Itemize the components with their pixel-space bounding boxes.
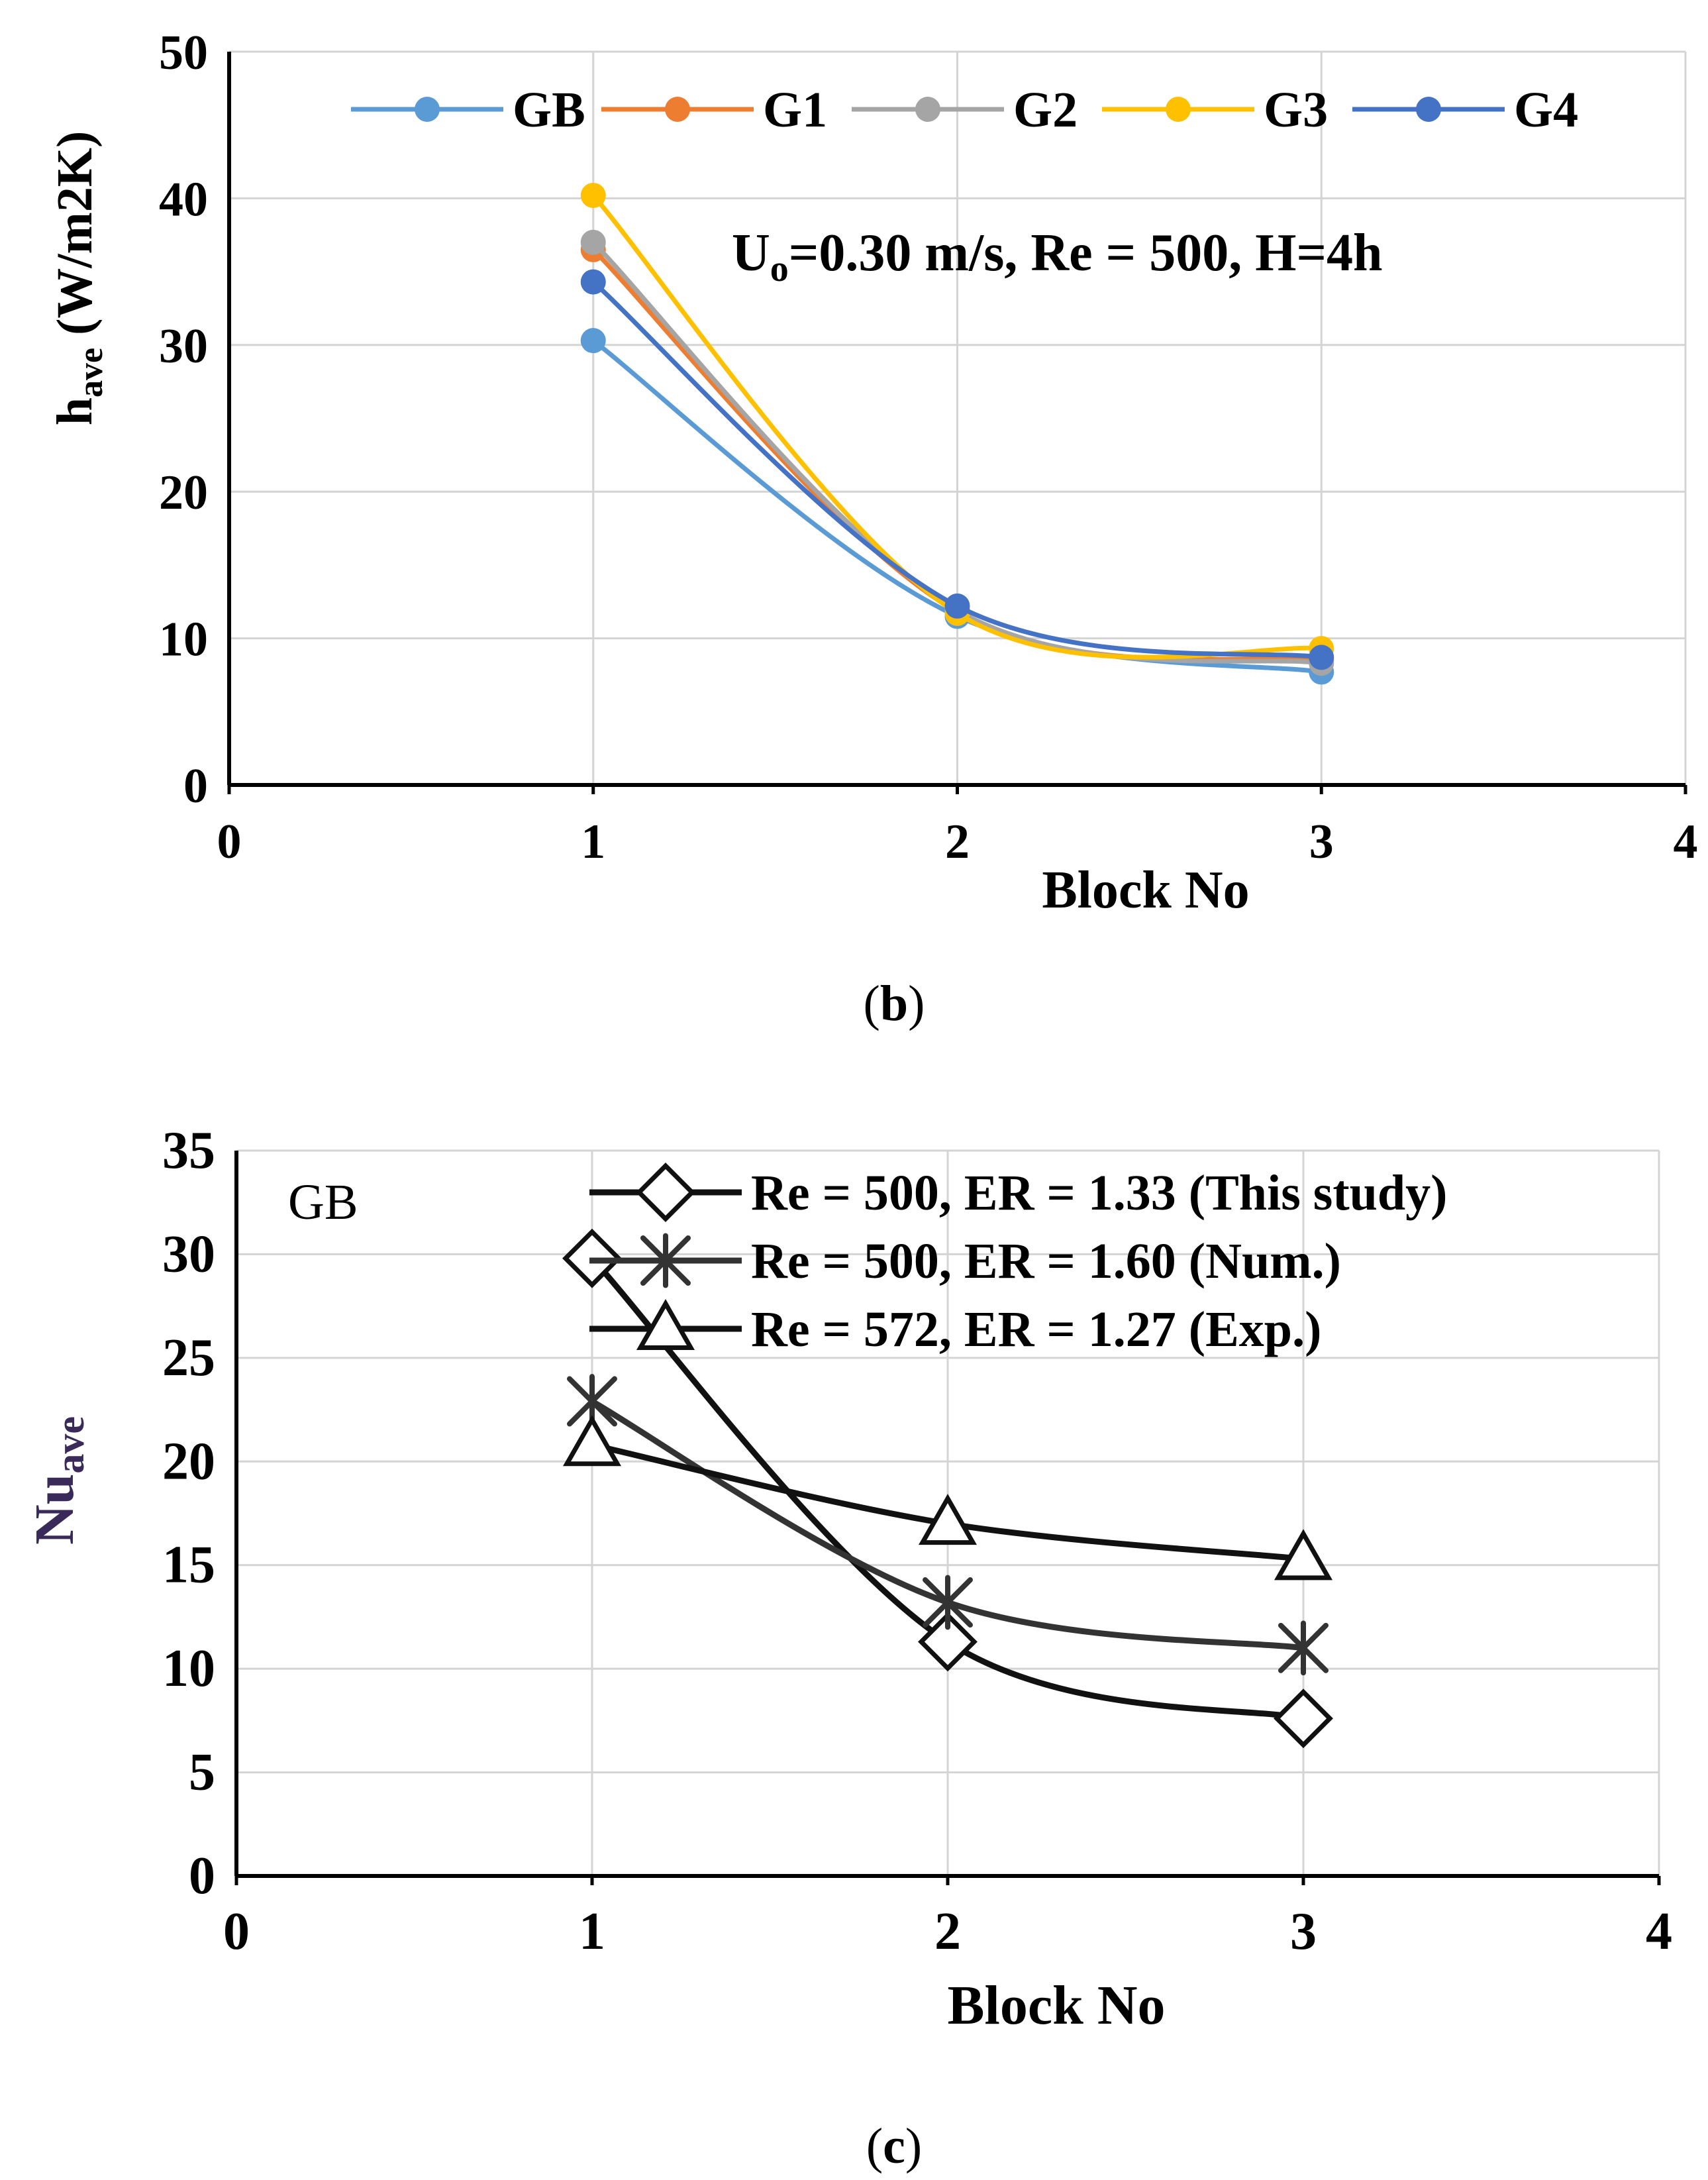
chart-c-point-re-572-er-1-27-exp-3 xyxy=(1274,1529,1333,1581)
chart-c-panel-label: (c) xyxy=(866,2118,922,2174)
chart-b-xtick-label-4: 4 xyxy=(1674,815,1698,869)
chart-b-legend-label-g4: G4 xyxy=(1514,82,1578,138)
chart-c-xlabel: Block No xyxy=(947,1975,1165,2036)
chart-b-legend: GB G1 G2 G3 G4 xyxy=(351,82,1578,138)
chart-b-tick-labels: 0 10 20 30 40 50 0 1 2 3 4 xyxy=(159,26,1698,869)
chart-b-legend-label-g1: G1 xyxy=(763,82,827,138)
chart-c-ytick-label-3: 15 xyxy=(162,1536,215,1594)
chart-c-ytick-label-1: 5 xyxy=(189,1743,215,1802)
chart-b-series-g4 xyxy=(580,269,1334,670)
chart-c-legend-item-re-572-er-1-27-exp: Re = 572, ER = 1.27 (Exp.) xyxy=(589,1298,1321,1357)
chart-b-point-g4-3 xyxy=(1309,645,1334,670)
chart-c-xtick-label-2: 2 xyxy=(934,1902,961,1961)
chart-c-legend-marker-re-500-er-1-60-num xyxy=(640,1233,691,1288)
chart-c-line-re-500-er-1-33-this-study xyxy=(589,1256,1304,1722)
chart-b-legend-item-g4: G4 xyxy=(1352,82,1578,138)
chart-b-gridlines xyxy=(227,50,1687,794)
chart-c-ytick-label-2: 10 xyxy=(162,1639,215,1698)
chart-c-point-re-500-er-1-33-this-study-2 xyxy=(918,1612,978,1672)
chart-c-series-re-500-er-1-33-this-study xyxy=(562,1228,1333,1749)
chart-b-axes xyxy=(227,52,1685,787)
chart-c-legend-label-re-500-er-1-33-this-study: Re = 500, ER = 1.33 (This study) xyxy=(751,1165,1448,1221)
chart-c-legend-item-re-500-er-1-60-num: Re = 500, ER = 1.60 (Num.) xyxy=(589,1233,1341,1289)
chart-c-legend-label-re-500-er-1-60-num: Re = 500, ER = 1.60 (Num.) xyxy=(751,1233,1341,1289)
chart-b-panel-label: (b) xyxy=(864,976,925,1031)
chart-b-legend-marker-g4 xyxy=(1416,97,1441,122)
chart-c: 0 5 10 15 20 25 30 35 0 1 2 3 4 Re = 500, ER = 1.33 … xyxy=(24,1121,1672,2174)
chart-c-xtick-label-1: 1 xyxy=(579,1902,605,1961)
chart-c-legend-marker-re-500-er-1-33-this-study xyxy=(636,1163,695,1222)
chart-b-legend-label-g3: G3 xyxy=(1264,82,1328,138)
chart-b-xlabel: Block No xyxy=(1042,861,1249,919)
chart-c-point-re-500-er-1-60-num-2 xyxy=(923,1575,973,1630)
chart-b-point-g2-1 xyxy=(580,229,606,255)
chart-b-legend-marker-gb xyxy=(415,97,440,122)
chart-c-xtick-label-3: 3 xyxy=(1290,1902,1317,1961)
chart-b-legend-marker-g2 xyxy=(915,97,940,122)
chart-b-legend-item-g3: G3 xyxy=(1102,82,1328,138)
chart-c-ytick-label-5: 25 xyxy=(162,1329,215,1387)
chart-c-gridlines xyxy=(234,1149,1661,1885)
chart-b-ytick-label-5: 50 xyxy=(159,26,208,80)
chart-c-ylabel: Nuave xyxy=(24,1416,92,1545)
chart-b-line-g4 xyxy=(591,280,1322,660)
chart-b-ytick-label-1: 10 xyxy=(159,613,208,667)
chart-b-xtick-label-0: 0 xyxy=(217,815,242,869)
chart-c-legend: Re = 500, ER = 1.33 (This study) Re = 500… xyxy=(589,1163,1448,1357)
chart-b-legend-label-g2: G2 xyxy=(1013,82,1078,138)
chart-c-xtick-label-4: 4 xyxy=(1646,1902,1672,1961)
chart-b-point-g3-1 xyxy=(580,182,606,208)
chart-b-annotation: Uo=0.30 m/s, Re = 500, H=4h xyxy=(732,224,1383,289)
chart-c-point-re-500-er-1-33-this-study-3 xyxy=(1274,1688,1333,1749)
chart-c-series xyxy=(562,1228,1333,1749)
chart-b-legend-marker-g3 xyxy=(1166,97,1191,122)
chart-b-ytick-label-4: 40 xyxy=(159,172,208,227)
chart-c-legend-item-re-500-er-1-33-this-study: Re = 500, ER = 1.33 (This study) xyxy=(589,1163,1448,1222)
chart-c-ytick-label-7: 35 xyxy=(162,1121,215,1180)
chart-b-legend-item-gb: GB xyxy=(351,82,585,138)
chart-c-axes xyxy=(234,1151,1659,1878)
chart-c-ytick-label-6: 30 xyxy=(162,1225,215,1283)
chart-c-ytick-label-0: 0 xyxy=(189,1847,215,1905)
chart-b-legend-marker-g1 xyxy=(665,97,690,122)
chart-c-series-re-500-er-1-60-num xyxy=(567,1374,1329,1676)
chart-c-point-re-572-er-1-27-exp-1 xyxy=(562,1415,622,1467)
chart-b-point-g4-1 xyxy=(580,269,606,295)
chart-c-point-re-572-er-1-27-exp-2 xyxy=(918,1494,978,1545)
chart-b-ytick-label-3: 30 xyxy=(159,319,208,374)
chart-b-point-g4-2 xyxy=(944,593,970,619)
chart-c-tick-labels: 0 5 10 15 20 25 30 35 0 1 2 3 4 xyxy=(162,1121,1672,1961)
chart-c-ytick-label-4: 20 xyxy=(162,1432,215,1490)
chart-c-legend-label-re-572-er-1-27-exp: Re = 572, ER = 1.27 (Exp.) xyxy=(751,1302,1321,1357)
chart-b-ylabel: have (W/m2K) xyxy=(47,131,110,426)
chart-c-legend-marker-re-572-er-1-27-exp xyxy=(636,1298,695,1350)
chart-c-series-re-572-er-1-27-exp xyxy=(562,1415,1333,1581)
chart-b: 0 10 20 30 40 50 0 1 2 3 4 GB G1 G2 G3 G4 Uo=0.30 m/s,… xyxy=(47,26,1698,1031)
chart-c-annotation: GB xyxy=(288,1174,358,1230)
chart-b-legend-label-gb: GB xyxy=(513,82,585,138)
chart-b-point-gb-1 xyxy=(580,328,606,354)
chart-b-series xyxy=(580,182,1334,685)
chart-c-xtick-label-0: 0 xyxy=(223,1902,250,1961)
chart-c-point-re-500-er-1-60-num-3 xyxy=(1278,1620,1329,1676)
chart-b-xtick-label-3: 3 xyxy=(1309,815,1334,869)
chart-b-xtick-label-1: 1 xyxy=(581,815,605,869)
chart-b-legend-item-g2: G2 xyxy=(852,82,1078,138)
chart-b-ytick-label-0: 0 xyxy=(183,759,208,813)
chart-b-legend-item-g1: G1 xyxy=(601,82,827,138)
chart-b-ytick-label-2: 20 xyxy=(159,466,208,520)
chart-b-xtick-label-2: 2 xyxy=(945,815,970,869)
